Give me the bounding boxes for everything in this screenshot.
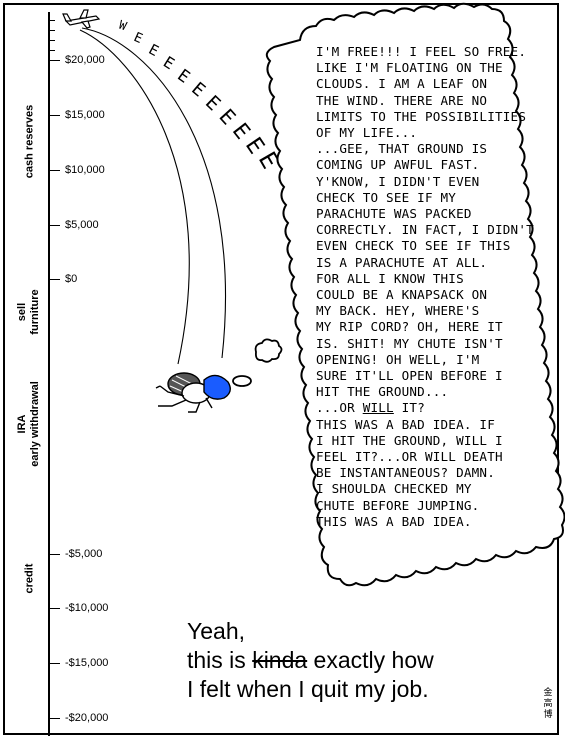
fall-trajectory-line <box>81 27 227 359</box>
sound-effect-letter: E <box>160 53 178 73</box>
axis-tick-label: $20,000 <box>65 54 105 66</box>
thought-text-part: I'M FREE!!! I FEEL SO FREE. LIKE I'M FLO… <box>316 44 534 416</box>
axis-minor-tick <box>50 40 55 41</box>
caption-text: exactly how <box>307 647 434 673</box>
caption-line: I felt when I quit my job. <box>187 676 429 702</box>
caption-strikethrough: kinda <box>252 647 308 673</box>
money-axis-line <box>48 12 50 736</box>
thought-text-underlined: WILL <box>362 400 394 416</box>
sound-effect-letter: E <box>187 78 209 101</box>
axis-tick <box>50 554 60 555</box>
airplane-icon <box>62 9 101 29</box>
caption-text: this is <box>187 647 253 673</box>
caption: Yeah, this is kinda exactly how I felt w… <box>187 617 434 704</box>
sound-effect-letter: E <box>174 65 194 87</box>
fall-trajectory-line <box>79 29 190 365</box>
caption-line: Yeah, <box>187 618 245 644</box>
axis-tick-label: $5,000 <box>65 219 99 231</box>
axis-tick <box>50 279 60 280</box>
axis-tick-label: $0 <box>65 273 78 285</box>
sound-effect-letter: E <box>131 30 144 47</box>
thought-trail-bubbles <box>232 338 283 387</box>
helmet <box>203 374 231 400</box>
falling-person <box>155 372 231 413</box>
sound-effect-letter: W <box>117 18 129 34</box>
thought-bubble-text: I'M FREE!!! I FEEL SO FREE. LIKE I'M FLO… <box>316 44 552 530</box>
axis-tick-label: -$20,000 <box>65 712 109 724</box>
axis-tick-label: -$5,000 <box>65 548 103 560</box>
axis-minor-tick <box>50 30 55 31</box>
axis-tick-label: -$10,000 <box>65 602 109 614</box>
axis-tick <box>50 663 60 664</box>
sound-effect-letter: E <box>146 42 161 60</box>
axis-tick-label: $10,000 <box>65 164 105 176</box>
axis-tick <box>50 225 60 226</box>
caption-line: this is kinda exactly how <box>187 646 434 675</box>
axis-tick <box>50 718 60 719</box>
axis-tick <box>50 115 60 116</box>
axis-minor-tick <box>50 50 55 51</box>
thought-bubble <box>265 2 565 587</box>
axis-tick-label: -$15,000 <box>65 657 109 669</box>
axis-tick <box>50 608 60 609</box>
sound-effect-letter: E <box>201 91 225 116</box>
axis-tick <box>50 60 60 61</box>
axis-tick-label: $15,000 <box>65 109 105 121</box>
thought-text-part: IT? THIS WAS A BAD IDEA. IF I HIT THE GR… <box>316 400 503 529</box>
axis-minor-tick <box>50 20 55 21</box>
panel-border <box>3 3 559 735</box>
axis-tick <box>50 170 60 171</box>
artist-signature: 金高博 <box>543 688 553 720</box>
